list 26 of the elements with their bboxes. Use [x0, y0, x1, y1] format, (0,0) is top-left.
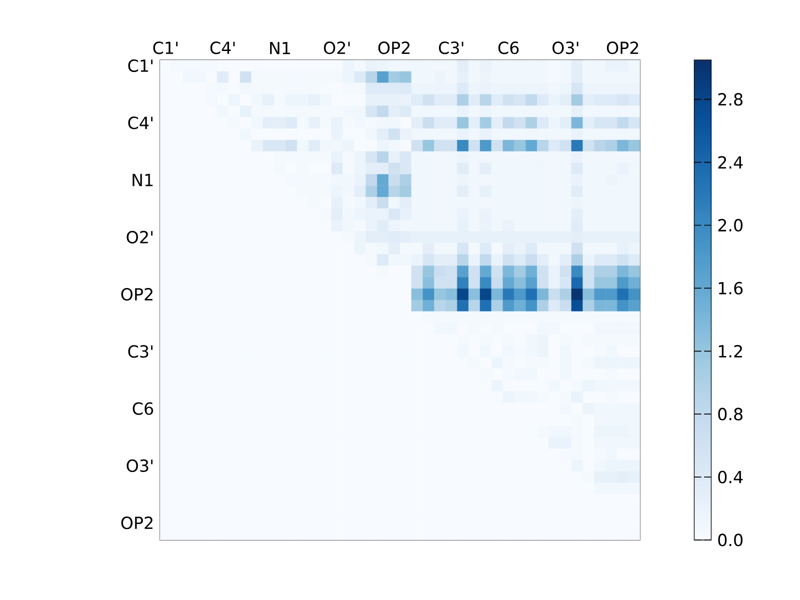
color-bar-label: 2.4 — [718, 156, 743, 168]
y-tick-label: OP2 — [121, 516, 152, 530]
color-bar-label: 2.0 — [718, 218, 743, 232]
color-bar-label: 0.0 — [718, 534, 743, 546]
y-tick-label: N1 — [132, 174, 153, 186]
y-tick-label: C1' — [128, 59, 153, 72]
color-bar-label: 1.2 — [718, 344, 742, 358]
x-tick-label: O3' — [552, 42, 578, 54]
x-tick-label: OP2 — [378, 42, 410, 54]
y-tick-label: C4' — [128, 116, 153, 130]
y-tick-label: C6 — [132, 402, 154, 415]
x-tick-label: O2' — [324, 42, 350, 54]
x-tick-label: C1' — [153, 42, 178, 54]
color-bar-label: 0.4 — [718, 470, 743, 484]
color-bar-label: 2.8 — [718, 93, 742, 106]
color-bar-label: 0.8 — [718, 408, 742, 420]
color-bar-label: 1.6 — [718, 282, 743, 294]
x-tick-label: N1 — [270, 42, 290, 54]
x-tick-label: OP2 — [606, 42, 638, 54]
x-tick-label: C6 — [498, 42, 519, 54]
y-tick-label: O2' — [126, 230, 153, 244]
y-tick-label: C3' — [128, 345, 153, 358]
y-tick-label: O3' — [126, 459, 153, 472]
x-tick-label: C3' — [438, 42, 464, 54]
y-tick-label: OP2 — [121, 288, 152, 301]
x-tick-label: C4' — [210, 42, 235, 54]
